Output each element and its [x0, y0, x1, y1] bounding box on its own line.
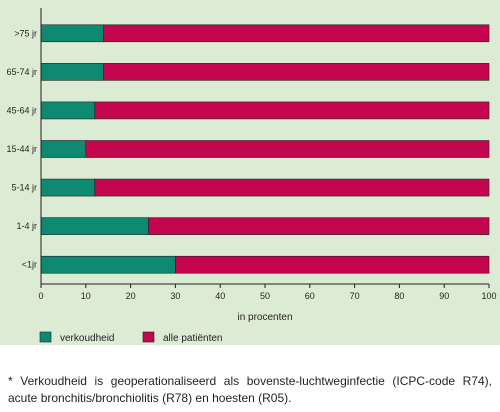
- x-tick-label: 80: [394, 291, 404, 301]
- x-tick-label: 70: [350, 291, 360, 301]
- x-tick-label: 0: [38, 291, 43, 301]
- category-label: 45-64 jr: [6, 105, 37, 115]
- x-tick-label: 100: [481, 291, 496, 301]
- bar-alle-patienten-3: [85, 140, 490, 158]
- bar-alle-patienten-1: [103, 63, 490, 81]
- legend: verkoudheid alle patiënten: [39, 331, 223, 344]
- chart-area: >75 jr 65-74 jr 45-64 jr 15-44 jr 5-14 jr 1-4…: [0, 0, 500, 345]
- x-tick-label: 50: [260, 291, 270, 301]
- x-axis-label: in procenten: [237, 312, 292, 323]
- bar-verkoudheid-3: [40, 140, 87, 158]
- legend-label-verkoudheid: verkoudheid: [60, 333, 114, 344]
- stacked-bar-chart: >75 jr 65-74 jr 45-64 jr 15-44 jr 5-14 jr 1-4…: [6, 8, 497, 344]
- category-labels: >75 jr 65-74 jr 45-64 jr 15-44 jr 5-14 jr 1-4…: [6, 28, 37, 269]
- category-label: 15-44 jr: [6, 144, 37, 154]
- x-tick-label: 60: [305, 291, 315, 301]
- bar-verkoudheid-5: [40, 217, 149, 235]
- legend-label-alle-patienten: alle patiënten: [163, 333, 223, 344]
- bar-verkoudheid-4: [40, 178, 96, 197]
- bar-verkoudheid-1: [40, 63, 105, 81]
- category-label: >75 jr: [14, 28, 37, 38]
- x-tick-label: 20: [126, 291, 136, 301]
- legend-swatch-verkoudheid: [39, 331, 52, 343]
- legend-swatch-alle-patienten: [142, 331, 155, 343]
- bar-alle-patienten-0: [103, 24, 490, 43]
- bar-verkoudheid-6: [40, 255, 176, 274]
- bar-alle-patienten-4: [94, 178, 490, 197]
- category-label: 5-14 jr: [11, 183, 37, 193]
- bar-alle-patienten-6: [175, 255, 490, 274]
- category-label: 1-4 jr: [16, 221, 37, 231]
- x-ticks: 0 10 20 30 40 50 60 70 80 90 100: [38, 284, 497, 301]
- x-tick-label: 30: [170, 291, 180, 301]
- bars-group: [40, 24, 490, 274]
- x-tick-label: 10: [81, 291, 91, 301]
- x-tick-label: 90: [439, 291, 449, 301]
- bar-alle-patienten-5: [148, 217, 490, 235]
- category-label: 65-74 jr: [6, 67, 37, 77]
- bar-alle-patienten-2: [94, 101, 490, 120]
- category-label: <1jr: [22, 260, 37, 270]
- x-tick-label: 40: [215, 291, 225, 301]
- bar-verkoudheid-0: [40, 24, 105, 43]
- footnote: * Verkoudheid is geoperationaliseerd als…: [8, 374, 492, 405]
- bar-verkoudheid-2: [40, 101, 96, 120]
